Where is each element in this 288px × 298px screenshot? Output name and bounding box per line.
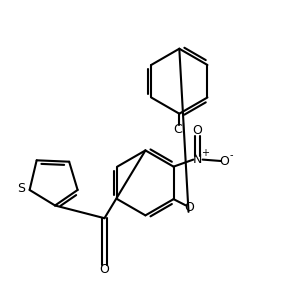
Text: O: O — [100, 263, 109, 276]
Text: O: O — [184, 201, 194, 214]
Text: O: O — [219, 154, 229, 167]
Text: O: O — [193, 124, 202, 137]
Text: N: N — [193, 153, 202, 166]
Text: -: - — [229, 150, 233, 160]
Text: +: + — [201, 148, 209, 158]
Text: Cl: Cl — [173, 123, 185, 136]
Text: S: S — [17, 182, 25, 195]
